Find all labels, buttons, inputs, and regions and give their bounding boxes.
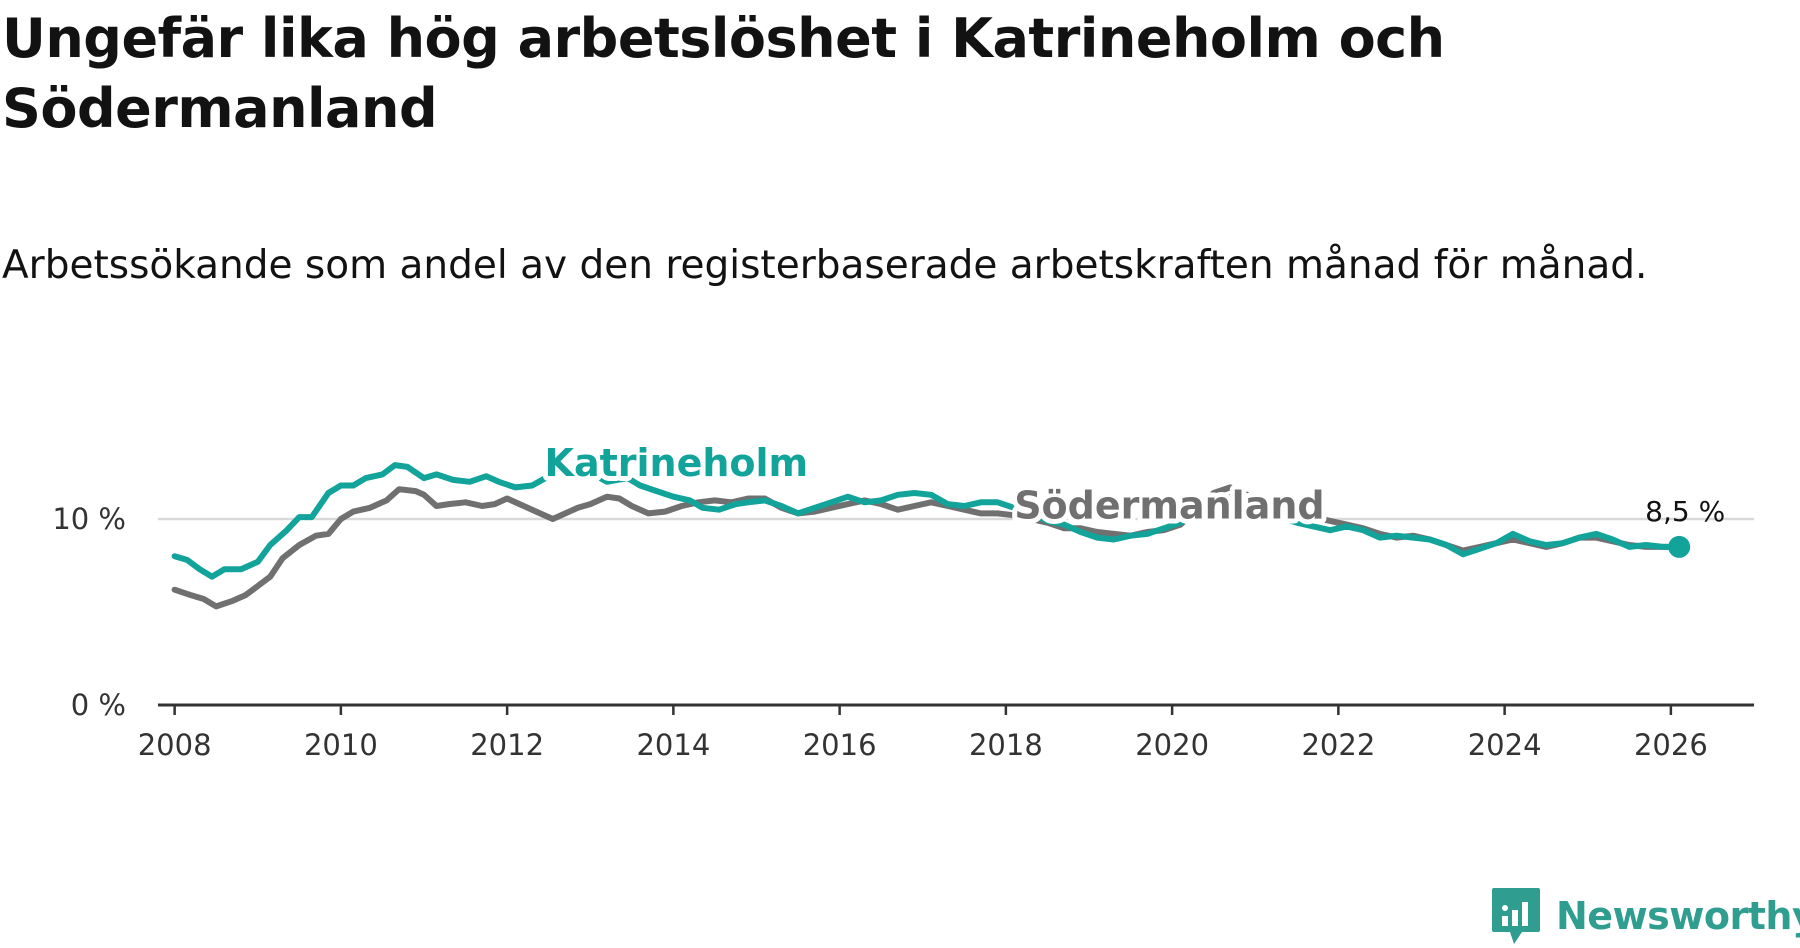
x-tick-label: 2026 — [1634, 728, 1708, 762]
grid-layer: 0 % 10 % 2008 2010 2012 2014 2016 2018 2020 2022 2… — [52, 502, 1754, 762]
x-tick-label: 2010 — [304, 728, 378, 762]
end-value-label: 8,5 % — [1645, 495, 1725, 528]
y-tick-label: 10 % — [52, 502, 126, 536]
chart-subtitle: Arbetssökande som andel av den registerb… — [2, 243, 1648, 288]
brand-logo: Newsworthy — [1490, 886, 1800, 946]
newsworthy-logo-icon — [1492, 888, 1540, 944]
x-tick-label: 2020 — [1135, 728, 1209, 762]
x-tick-label: 2022 — [1301, 728, 1375, 762]
series-layer — [171, 462, 1691, 610]
series-label-sodermanland: Södermanland — [1014, 484, 1324, 528]
y-tick-label: 0 % — [71, 688, 126, 722]
x-tick-label: 2018 — [969, 728, 1043, 762]
x-tick-label: 2016 — [803, 728, 877, 762]
x-tick-label: 2024 — [1468, 728, 1542, 762]
end-point-marker — [1668, 535, 1691, 558]
brand-name: Newsworthy — [1556, 894, 1800, 938]
x-tick-label: 2014 — [636, 728, 710, 762]
series-label-katrineholm: Katrineholm — [545, 441, 809, 485]
chart-title: Ungefär lika hög arbetslöshet i Katrineh… — [2, 7, 1445, 140]
x-tick-label: 2008 — [138, 728, 212, 762]
x-tick-label: 2012 — [470, 728, 544, 762]
label-layer: 8,5 % Katrineholm Södermanland — [540, 436, 1726, 533]
series-line-katrineholm — [171, 462, 1683, 580]
